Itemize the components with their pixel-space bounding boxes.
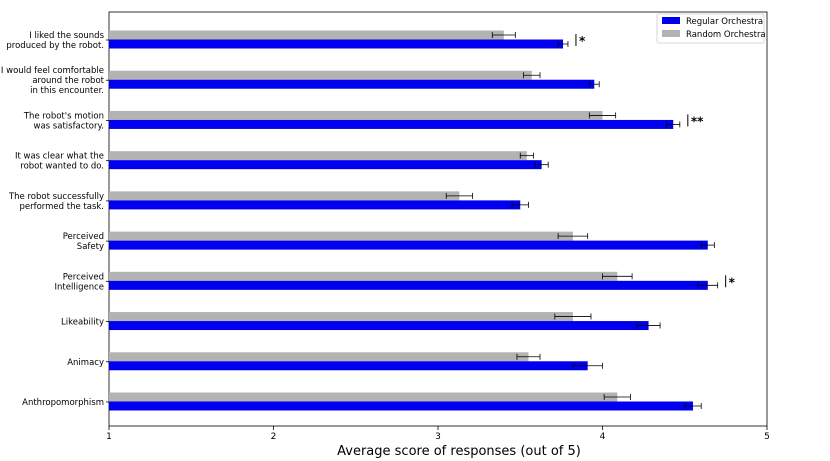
bar-regular-4 — [109, 200, 521, 210]
category-label-1: I would feel comfortable around the robot… — [1, 66, 105, 96]
bar-random-9 — [109, 392, 618, 402]
category-label-8: Animacy — [67, 358, 104, 368]
bar-random-3 — [109, 151, 527, 161]
bar-random-8 — [109, 352, 529, 362]
bar-regular-7 — [109, 321, 649, 331]
x-tick-label-1: 2 — [271, 432, 277, 442]
category-label-4: The robot successfully performed the task… — [8, 192, 104, 212]
x-tick-label-4: 5 — [764, 432, 770, 442]
significance-label-2: * — [729, 275, 736, 289]
bar-regular-0 — [109, 39, 564, 49]
category-label-5: Perceived Safety — [63, 232, 104, 252]
significance-markers: **** — [575, 34, 736, 289]
bar-random-7 — [109, 312, 573, 322]
significance-label-0: * — [579, 34, 586, 48]
bar-regular-1 — [109, 79, 595, 89]
bar-regular-3 — [109, 160, 542, 170]
category-label-7: Likeability — [61, 318, 104, 328]
bar-regular-2 — [109, 119, 674, 129]
significance-label-1: ** — [691, 114, 704, 128]
bar-random-0 — [109, 30, 504, 40]
bar-regular-9 — [109, 401, 693, 411]
legend: Regular Orchestra Random Orchestra — [656, 13, 766, 44]
category-label-0: I liked the sounds produced by the robot. — [6, 31, 104, 51]
category-label-2: The robot's motion was satisfactory. — [23, 111, 104, 131]
bar-regular-5 — [109, 240, 708, 250]
bar-random-4 — [109, 191, 460, 201]
legend-box — [656, 13, 765, 44]
bar-random-5 — [109, 231, 573, 241]
bar-random-1 — [109, 70, 532, 80]
legend-label-regular: Regular Orchestra — [686, 17, 763, 27]
category-label-3: It was clear what the robot wanted to do. — [15, 152, 104, 172]
legend-swatch-random — [662, 30, 680, 37]
category-labels: I liked the sounds produced by the robot.… — [1, 31, 109, 408]
legend-label-random: Random Orchestra — [686, 30, 766, 40]
x-axis-ticks: 1 2 3 4 5 — [106, 426, 770, 442]
category-label-6: Perceived Intelligence — [55, 272, 104, 292]
x-axis-label: Average score of responses (out of 5) — [337, 444, 581, 459]
bar-regular-8 — [109, 361, 588, 371]
bars-layer — [109, 30, 719, 411]
bar-regular-6 — [109, 280, 708, 290]
bar-random-6 — [109, 271, 618, 281]
x-tick-label-2: 3 — [435, 432, 441, 442]
category-label-9: Anthropomorphism — [22, 398, 104, 408]
bar-random-2 — [109, 110, 603, 120]
x-tick-label-0: 1 — [106, 432, 112, 442]
legend-swatch-regular — [662, 17, 680, 24]
x-tick-label-3: 4 — [600, 432, 606, 442]
